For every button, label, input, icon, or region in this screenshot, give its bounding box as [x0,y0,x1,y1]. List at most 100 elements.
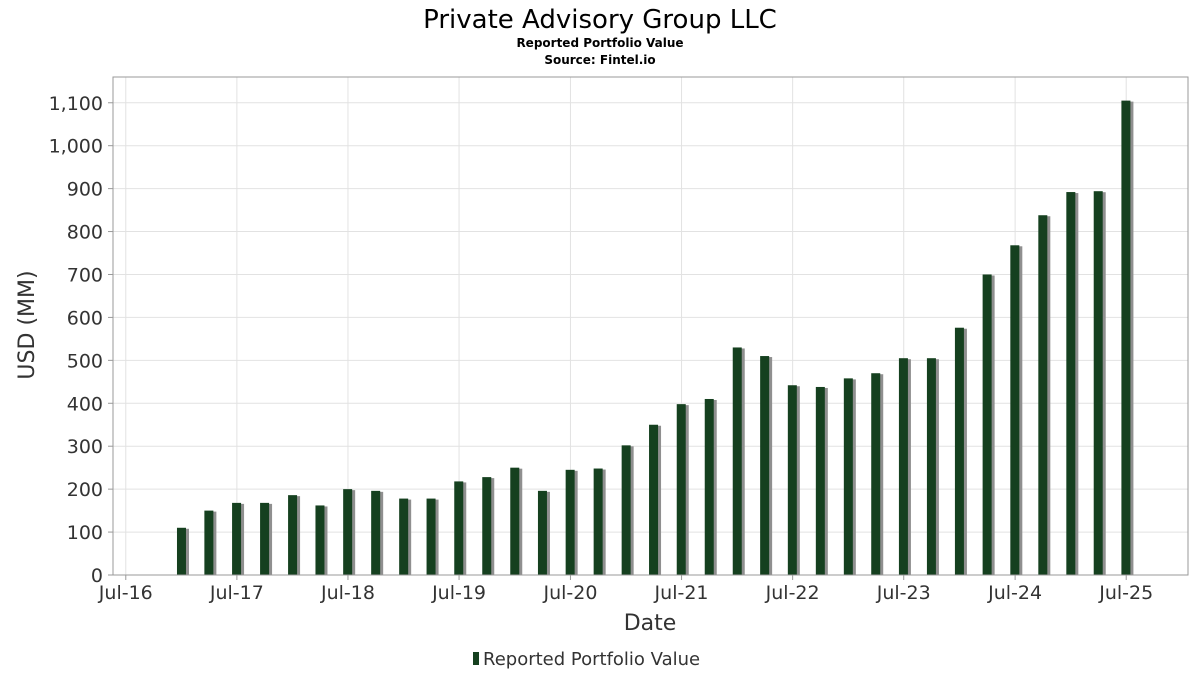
bar [732,347,745,575]
x-tick-label: Jul-20 [542,582,597,604]
y-tick-label: 700 [67,264,103,286]
bar-fill [176,527,186,575]
bar [399,498,412,575]
x-tick-label: Jul-19 [431,582,486,604]
bar [537,490,550,575]
bar-fill [621,445,631,575]
x-axis-label: Date [624,611,677,636]
bar [676,404,689,575]
bar-fill [704,398,714,575]
bar [232,502,245,575]
legend-swatch [473,652,479,665]
bar [982,274,995,575]
y-axis-label: USD (MM) [15,270,40,379]
bar-fill [871,373,881,575]
bar [954,327,967,575]
chart-source: Source: Fintel.io [544,53,655,67]
bar-fill [482,477,492,575]
bar [787,385,800,575]
bar-fill [926,358,936,575]
bar-fill [288,495,298,575]
y-tick-label: 300 [67,436,103,458]
x-tick-label: Jul-21 [654,582,709,604]
y-tick-label: 0 [91,565,103,587]
bar-fill [260,502,270,575]
x-tick-label: Jul-18 [320,582,375,604]
bar [760,356,773,575]
legend: Reported Portfolio Value [473,649,700,670]
x-tick-label: Jul-24 [987,582,1042,604]
bar-fill [454,481,464,575]
bar [871,373,884,575]
x-tick-label: Jul-16 [98,582,153,604]
bar [204,510,217,575]
bar-fill [537,490,547,575]
bar [371,490,384,575]
bar [898,358,911,575]
x-tick-label: Jul-22 [765,582,820,604]
bar-fill [898,358,908,575]
bar-fill [315,505,325,575]
bar [593,468,606,575]
bar-fill [426,498,436,575]
bar-fill [1121,100,1131,576]
bar [565,469,578,575]
bar-fill [399,498,409,575]
bar-fill [343,489,353,575]
x-axis-ticks: Jul-16 Jul-17 Jul-18 Jul-19 Jul-20 Jul-21 Jul-… [98,575,1153,604]
bar [482,477,495,575]
bar-fill [815,386,825,575]
bar [621,445,634,575]
bar [426,498,439,575]
bar [260,502,273,575]
bar-fill [204,510,214,575]
x-tick-label: Jul-23 [876,582,931,604]
bar-fill [843,378,853,575]
bar-fill [510,467,520,575]
bar [454,481,467,575]
bar [1066,192,1079,575]
chart-title: Private Advisory Group LLC [423,5,777,35]
bar [815,386,828,575]
y-tick-label: 1,000 [49,136,103,158]
bar [1038,215,1051,576]
bar [704,398,717,575]
bar-fill [1066,192,1076,575]
bar-fill [232,502,242,575]
bar-fill [371,490,381,575]
bar [1121,100,1134,576]
bar [315,505,328,575]
plot-frame [112,76,1189,576]
bar-fill [787,385,797,575]
bar-fill [676,404,686,575]
bar-fill [954,327,964,575]
bar [343,489,356,575]
bar [843,378,856,575]
bar-fill [1093,191,1103,576]
bar [649,424,662,575]
y-tick-label: 200 [67,479,103,501]
legend-label: Reported Portfolio Value [483,649,700,670]
bar [926,358,939,575]
y-tick-label: 400 [67,393,103,415]
bar-fill [732,347,742,575]
bar [288,495,301,575]
y-tick-label: 1,100 [49,93,103,115]
y-tick-label: 100 [67,522,103,544]
bar-fill [1038,215,1048,576]
bar-fill [593,468,603,575]
bar-fill [982,274,992,575]
bar [510,467,523,575]
bar-fill [1010,245,1020,575]
chart-subtitle: Reported Portfolio Value [516,36,683,50]
x-tick-label: Jul-25 [1098,582,1153,604]
bar-fill [565,469,575,575]
y-tick-label: 900 [67,179,103,201]
y-tick-label: 600 [67,307,103,329]
bar-fill [649,424,659,575]
y-tick-label: 500 [67,350,103,372]
y-axis-ticks: 0 100 200 300 400 500 600 700 800 900 1,000 1,100 [49,93,113,587]
bar-fill [760,356,770,575]
bar [1010,245,1023,575]
